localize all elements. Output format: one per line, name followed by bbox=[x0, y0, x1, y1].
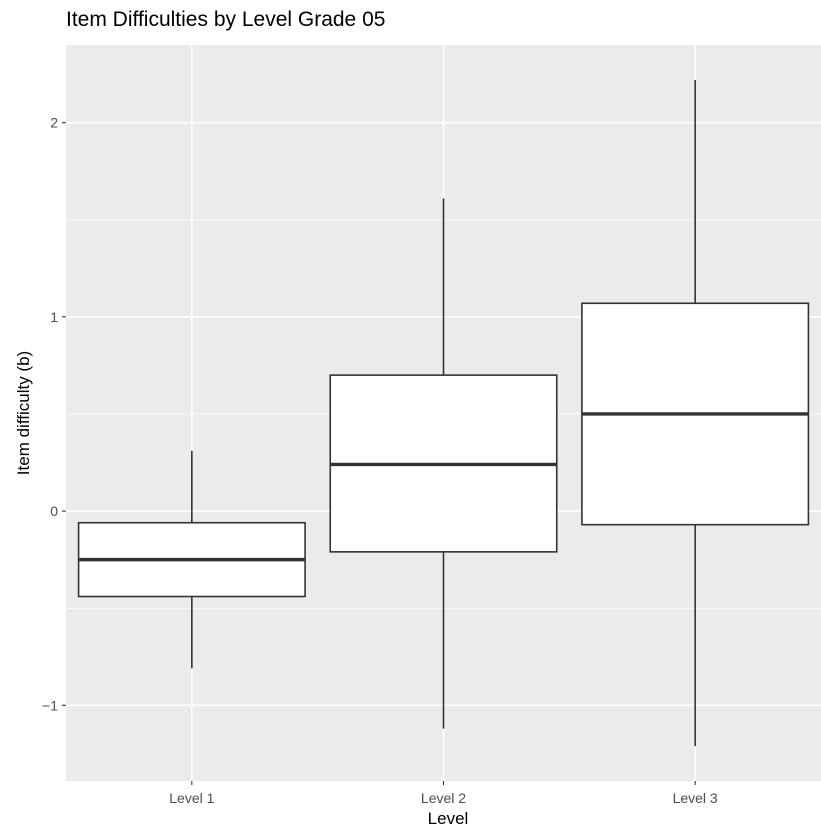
boxes bbox=[77, 79, 810, 747]
y-tick-label: 0 bbox=[50, 503, 58, 519]
box-1 bbox=[77, 450, 306, 669]
box-3 bbox=[581, 79, 810, 747]
y-axis: −1 0 1 2 bbox=[42, 115, 66, 713]
x-tick-label: Level 1 bbox=[169, 790, 214, 806]
x-tick-label: Level 2 bbox=[421, 790, 466, 806]
x-axis: Level 1 Level 2 Level 3 bbox=[169, 781, 718, 806]
x-axis-label: Level bbox=[428, 809, 469, 825]
x-tick-label: Level 3 bbox=[673, 790, 718, 806]
y-axis-label: Item difficulty (b) bbox=[14, 351, 33, 475]
chart-title: Item Difficulties by Level Grade 05 bbox=[66, 8, 386, 31]
box-2 bbox=[329, 198, 558, 729]
y-tick-label: −1 bbox=[42, 697, 58, 713]
y-tick-label: 1 bbox=[50, 309, 58, 325]
y-tick-label: 2 bbox=[50, 115, 58, 131]
